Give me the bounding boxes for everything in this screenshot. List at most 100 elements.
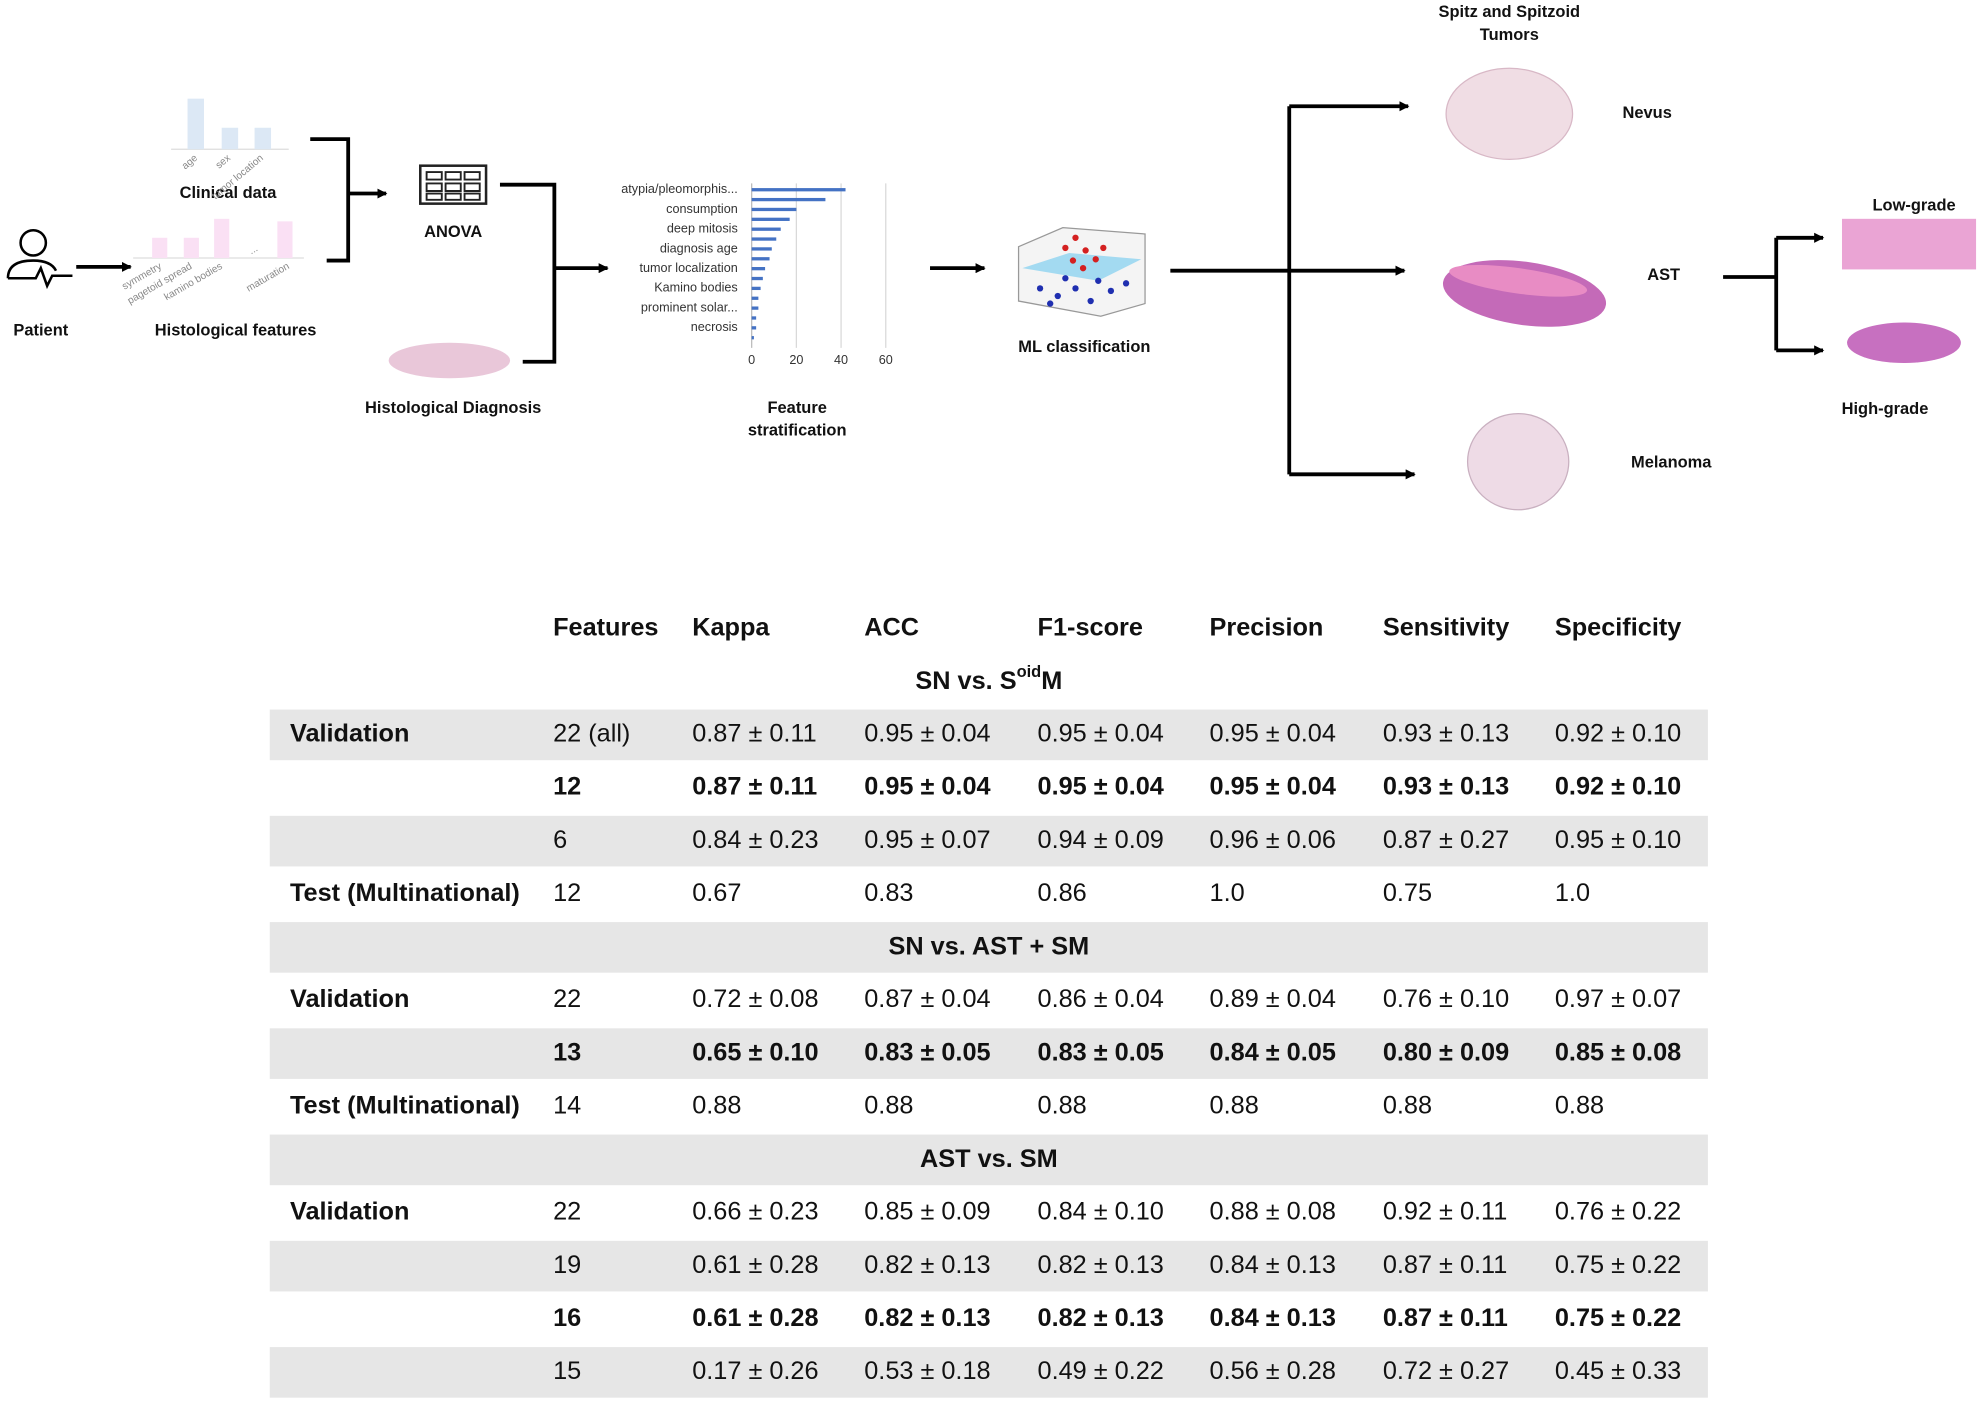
clinical-label: age	[180, 153, 200, 173]
histological-features-title: Histological features	[155, 322, 317, 340]
histology-label: maturation	[245, 261, 292, 294]
cell: 0.76 ± 0.22	[1555, 1198, 1681, 1226]
cell: 1.0	[1210, 879, 1245, 907]
row-group: Test (Multinational)	[290, 879, 520, 907]
cell: 0.88	[1038, 1091, 1087, 1119]
histology-icon	[133, 218, 304, 259]
row-group: Validation	[290, 985, 409, 1013]
cell: 0.83 ± 0.05	[864, 1038, 990, 1066]
cell: 0.95 ± 0.04	[1210, 720, 1336, 748]
row-background	[269, 1134, 1708, 1186]
cell: 0.72 ± 0.08	[692, 985, 818, 1013]
bar	[751, 296, 759, 300]
bar	[751, 267, 766, 271]
cell: 1.0	[1555, 879, 1590, 907]
row-group: Validation	[290, 1198, 409, 1226]
section-title-part: AST vs. SM	[920, 1145, 1058, 1173]
cell: 0.95 ± 0.04	[1038, 773, 1164, 801]
cell: 0.96 ± 0.06	[1210, 826, 1336, 854]
cell: 0.92 ± 0.10	[1555, 773, 1681, 801]
cell: 0.84 ± 0.13	[1210, 1304, 1336, 1332]
cell: 0.75 ± 0.22	[1555, 1251, 1681, 1279]
column-header: Kappa	[692, 613, 770, 641]
column-header: Specificity	[1555, 613, 1681, 641]
bar	[751, 257, 770, 261]
bar	[751, 207, 797, 212]
cell: 0.65 ± 0.10	[692, 1038, 818, 1066]
cell: 0.82 ± 0.13	[1038, 1251, 1164, 1279]
section-title-part: SN vs. S	[915, 666, 1016, 694]
cell: 0.92 ± 0.10	[1555, 720, 1681, 748]
cell: 0.61 ± 0.28	[692, 1251, 818, 1279]
bar	[751, 316, 757, 320]
anova-label: ANOVA	[424, 223, 482, 241]
bar	[751, 247, 772, 251]
class-label: Low-grade	[1873, 197, 1956, 215]
category-label: necrosis	[691, 320, 738, 334]
cell: 0.76 ± 0.10	[1383, 985, 1509, 1013]
cell: 0.85 ± 0.09	[864, 1198, 990, 1226]
bar	[751, 326, 757, 330]
cell: 22	[553, 1198, 581, 1226]
cell: 0.95 ± 0.04	[1038, 720, 1164, 748]
cell: 0.86	[1038, 879, 1087, 907]
class-label: High-grade	[1842, 400, 1929, 418]
cell: 0.56 ± 0.28	[1210, 1357, 1336, 1385]
bar	[751, 276, 763, 281]
row-background	[269, 709, 1708, 761]
cell: 0.86 ± 0.04	[1038, 985, 1164, 1013]
cell: 0.82 ± 0.13	[864, 1251, 990, 1279]
x-tick-label: 40	[834, 353, 848, 367]
row-background	[269, 1347, 1708, 1398]
ml-classification-label: ML classification	[1018, 338, 1150, 356]
category-label: Kamino bodies	[654, 281, 738, 295]
column-header: Features	[553, 613, 658, 641]
row-background	[269, 815, 1708, 867]
section-title-part: SN vs. AST + SM	[889, 932, 1090, 960]
cell: 0.17 ± 0.26	[692, 1357, 818, 1385]
diagnosis-slide	[388, 342, 511, 379]
row-background	[269, 922, 1708, 973]
histology-label: ...	[247, 243, 260, 257]
cell: 0.82 ± 0.13	[864, 1304, 990, 1332]
cell: 0.95 ± 0.04	[864, 720, 990, 748]
cell: 0.45 ± 0.33	[1555, 1357, 1681, 1385]
clinical-data-title: Clinical data	[180, 184, 278, 202]
feature-stratification-label: stratification	[748, 422, 847, 440]
anova-icon	[419, 164, 488, 205]
cell: 0.83 ± 0.05	[1038, 1038, 1164, 1066]
bar	[751, 217, 790, 221]
category-label: consumption	[666, 202, 738, 216]
cell: 0.66 ± 0.23	[692, 1198, 818, 1226]
cell: 0.95 ± 0.10	[1555, 826, 1681, 854]
ml-icon	[1017, 227, 1146, 317]
x-tick-label: 20	[789, 353, 803, 367]
cell: 0.67	[692, 879, 741, 907]
feature-chart: 0 20 40 60 atypia/pleomorphis... consumption d…	[621, 182, 893, 367]
cell: 12	[553, 879, 581, 907]
cell: 13	[553, 1038, 581, 1066]
cell: 0.94 ± 0.09	[1038, 826, 1164, 854]
cell: 0.87 ± 0.11	[692, 720, 816, 748]
clinical-label: sex	[214, 153, 233, 172]
cell: 0.92 ± 0.11	[1383, 1198, 1507, 1226]
cell: 6	[553, 826, 567, 854]
cell: 0.88	[1210, 1091, 1259, 1119]
cell: 0.87 ± 0.11	[692, 773, 817, 801]
class-label: AST	[1647, 266, 1680, 284]
cell: 0.75	[1383, 879, 1432, 907]
cell: 0.83	[864, 879, 913, 907]
column-header: ACC	[864, 613, 919, 641]
category-label: atypia/pleomorphis...	[621, 182, 737, 196]
cell: 0.87 ± 0.04	[864, 985, 990, 1013]
section-title: SN vs. AST + SM	[889, 932, 1090, 960]
cell: 22 (all)	[553, 720, 630, 748]
cell: 0.84 ± 0.05	[1210, 1038, 1336, 1066]
section-title-part: oid	[1017, 663, 1042, 681]
cell: 0.87 ± 0.27	[1383, 826, 1509, 854]
cell: 15	[553, 1357, 581, 1385]
cell: 0.84 ± 0.10	[1038, 1198, 1164, 1226]
cell: 0.85 ± 0.08	[1555, 1038, 1681, 1066]
cell: 22	[553, 985, 581, 1013]
patient-label: Patient	[13, 322, 68, 340]
